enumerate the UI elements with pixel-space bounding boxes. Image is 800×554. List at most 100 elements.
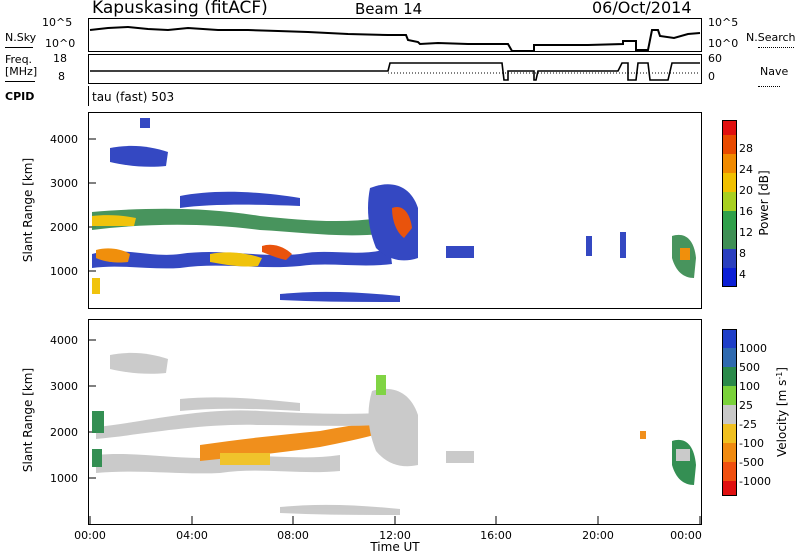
power-colorbar: 4 8 12 16 20 24 28	[722, 120, 753, 287]
beam-title: Beam 14	[355, 0, 423, 18]
xtick-0000-end: 00:00	[670, 529, 702, 542]
velocity-colorbar-seg-7	[722, 462, 737, 481]
velocity-echo-upper-left	[110, 352, 168, 374]
velocity-cb-tick-1000: 1000	[739, 342, 767, 355]
nsearch-tick-top: 10^5	[708, 16, 739, 29]
velocity-colorbar: 1000 500 100 25 -25 -100 -500 -1000	[722, 329, 771, 496]
svg-text:3000: 3000	[50, 177, 78, 190]
velocity-echo-upper	[180, 397, 300, 411]
velocity-cb-tick-neg500: -500	[739, 456, 764, 469]
velocity-colorbar-seg-6	[722, 443, 737, 462]
svg-text:1000: 1000	[50, 265, 78, 278]
velocity-ylabel: Slant Range [km]	[21, 368, 35, 472]
power-echo-band-lower-hot	[96, 248, 130, 263]
power-echo-top-scatter	[140, 118, 150, 128]
power-cb-tick-8: 8	[739, 247, 746, 260]
nsky-tick-top: 10^5	[42, 16, 73, 29]
velocity-cb-tick-500: 500	[739, 361, 760, 374]
power-echo-band-upper	[180, 191, 300, 208]
power-echo-band-lower-hot3	[262, 244, 292, 260]
power-plot-frame	[88, 112, 702, 309]
nave-tick-top: 60	[708, 52, 722, 65]
power-echo-right-cluster	[368, 184, 418, 261]
velocity-colorbar-seg-3	[722, 386, 737, 405]
velocity-cb-tick-neg100: -100	[739, 437, 764, 450]
velocity-ytick-1000: 1000	[50, 472, 96, 485]
velocity-echo-near	[280, 504, 400, 515]
power-cb-tick-16: 16	[739, 205, 753, 218]
station-title: Kapuskasing (fitACF)	[92, 0, 268, 18]
xtick-1600: 16:00	[480, 529, 512, 542]
velocity-echo-band-lower	[96, 454, 340, 474]
svg-text:2000: 2000	[50, 426, 78, 439]
velocity-ytick-4000: 4000	[50, 334, 96, 347]
xtick-0000: 00:00	[74, 529, 106, 542]
freq-unit-label: [MHz]	[5, 65, 38, 78]
velocity-colorbar-seg-4	[722, 405, 737, 424]
power-colorbar-seg-5	[722, 173, 737, 192]
power-cb-tick-12: 12	[739, 226, 753, 239]
power-colorbar-seg-3	[722, 211, 737, 230]
velocity-colorbar-seg-0	[722, 329, 737, 348]
power-echo-band-mid	[92, 208, 382, 236]
velocity-xticks: 00:00 04:00 08:00 12:00 16:00 20:00 00:0…	[74, 516, 702, 542]
velocity-cb-label: Velocity [m s-1]	[775, 367, 789, 457]
svg-text:4000: 4000	[50, 334, 78, 347]
velocity-echo-left-green2	[92, 449, 102, 467]
freq-plot	[88, 54, 702, 84]
power-echoes	[92, 118, 696, 302]
power-cb-label: Power [dB]	[757, 170, 771, 235]
power-colorbar-seg-8	[722, 120, 737, 135]
velocity-echo-end	[672, 439, 696, 485]
nsearch-dotted-line	[758, 47, 794, 48]
freq-tick-bottom: 8	[58, 70, 65, 83]
power-echo-near-band	[280, 291, 400, 302]
xtick-0400: 04:00	[176, 529, 208, 542]
power-colorbar-seg-7	[722, 135, 737, 154]
power-colorbar-seg-2	[722, 230, 737, 249]
nsky-underline	[5, 47, 33, 48]
power-cb-tick-20: 20	[739, 184, 753, 197]
nsky-label: N.Sky	[5, 31, 37, 44]
freq-series-line	[90, 62, 700, 81]
velocity-cb-tick-100: 100	[739, 380, 760, 393]
power-colorbar-seg-0	[722, 268, 737, 287]
velocity-echo-mid	[96, 410, 380, 439]
cpid-frame	[88, 86, 702, 106]
nsearch-tick-bottom: 10^0	[708, 37, 739, 50]
nsky-series-line	[89, 25, 701, 52]
power-echo-band-mid-yellow	[92, 215, 136, 226]
velocity-echo-orange-a	[200, 419, 382, 461]
svg-text:3000: 3000	[50, 380, 78, 393]
power-echo-band-lower-hot2	[210, 252, 262, 267]
velocity-echo-2130	[640, 431, 646, 439]
velocity-echo-orange-b	[220, 453, 270, 465]
power-ytick-4000: 4000	[50, 133, 96, 146]
velocity-colorbar-seg-5	[722, 424, 737, 443]
freq-label: Freq.	[5, 53, 33, 66]
power-panel: 1000 2000 3000 4000 Slant Range [km]	[21, 112, 771, 309]
nsearch-label: N.Search	[746, 31, 796, 44]
nsky-plot	[88, 18, 702, 52]
svg-text:2000: 2000	[50, 221, 78, 234]
velocity-echoes	[92, 352, 696, 515]
nave-label: Nave	[760, 65, 789, 78]
power-colorbar-seg-6	[722, 154, 737, 173]
velocity-echo-right	[368, 388, 418, 467]
power-echo-2130	[620, 232, 626, 258]
velocity-cb-tick-neg25: -25	[739, 418, 757, 431]
svg-text:4000: 4000	[50, 133, 78, 146]
nave-tick-bottom: 0	[708, 70, 715, 83]
velocity-colorbar-seg-2	[722, 367, 737, 386]
power-colorbar-seg-1	[722, 249, 737, 268]
xtick-0800: 08:00	[277, 529, 309, 542]
power-ytick-1000: 1000	[50, 265, 96, 278]
velocity-echo-1445	[446, 451, 474, 463]
nsky-tick-bottom: 10^0	[45, 37, 76, 50]
power-cb-tick-28: 28	[739, 142, 753, 155]
cpid-label: CPID	[5, 90, 35, 103]
freq-tick-top: 18	[53, 52, 67, 65]
date-title: 06/Oct/2014	[592, 0, 692, 17]
power-echo-upper-left	[110, 145, 168, 167]
velocity-ytick-3000: 3000	[50, 380, 96, 393]
